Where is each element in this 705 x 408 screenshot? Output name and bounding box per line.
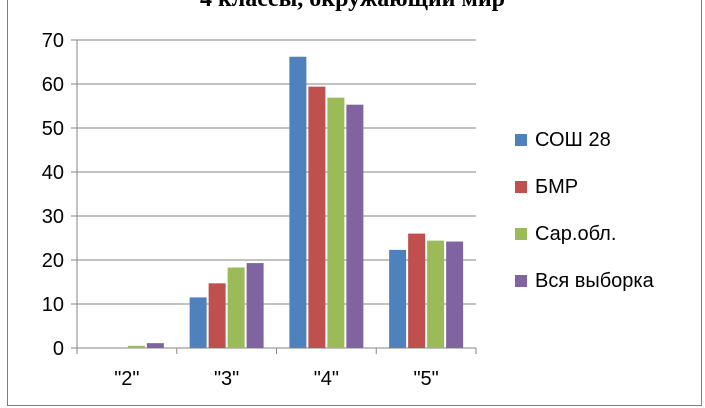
bar — [408, 233, 426, 348]
legend-item: СОШ 28 — [515, 128, 654, 152]
x-tick-label: "4" — [314, 368, 339, 390]
bar — [289, 56, 307, 348]
y-tick-label: 30 — [42, 206, 64, 228]
legend-swatch — [515, 134, 527, 146]
legend-item: Вся выборка — [515, 269, 654, 293]
bar — [246, 263, 264, 348]
y-tick-label: 70 — [42, 30, 64, 52]
legend-label: Сар.обл. — [535, 222, 617, 245]
chart-legend: СОШ 28 БМР Сар.обл. Вся выборка — [515, 128, 654, 316]
y-tick-label: 0 — [53, 338, 64, 360]
bar — [389, 249, 407, 348]
chart-frame — [7, 0, 702, 406]
legend-label: СОШ 28 — [535, 128, 611, 151]
x-tick-label: "5" — [413, 368, 438, 390]
legend-swatch — [515, 275, 527, 287]
legend-item: Сар.обл. — [515, 222, 654, 246]
bar — [346, 104, 364, 349]
y-tick-label: 40 — [42, 162, 64, 184]
y-tick-label: 20 — [42, 250, 64, 272]
legend-label: БМР — [535, 175, 579, 198]
legend-item: БМР — [515, 175, 654, 199]
bar — [146, 343, 164, 348]
legend-swatch — [515, 181, 527, 193]
chart-title: 4 классы, окружающий мир — [0, 0, 705, 13]
y-tick-label: 60 — [42, 74, 64, 96]
bar — [327, 97, 345, 348]
bar — [308, 86, 326, 348]
x-tick-label: "3" — [214, 368, 239, 390]
bar — [427, 240, 445, 348]
bar — [446, 241, 464, 348]
y-tick-label: 10 — [42, 294, 64, 316]
x-tick-label: "2" — [114, 368, 139, 390]
bar — [189, 297, 207, 348]
y-tick-label: 50 — [42, 118, 64, 140]
bar — [208, 283, 226, 348]
legend-label: Вся выборка — [535, 269, 654, 292]
legend-swatch — [515, 228, 527, 240]
bar — [127, 345, 145, 348]
bar — [227, 267, 245, 348]
